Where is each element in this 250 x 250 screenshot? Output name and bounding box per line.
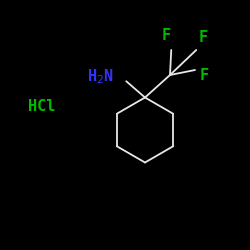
- Text: H$_2$N: H$_2$N: [87, 67, 114, 86]
- Text: F: F: [162, 28, 171, 42]
- Text: F: F: [200, 68, 209, 82]
- Text: HCl: HCl: [28, 99, 55, 114]
- Text: F: F: [199, 30, 208, 45]
